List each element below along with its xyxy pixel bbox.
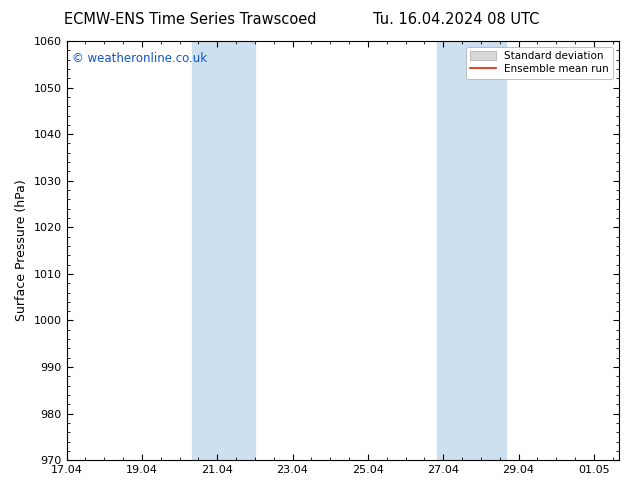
Bar — [192, 41, 255, 460]
Text: Tu. 16.04.2024 08 UTC: Tu. 16.04.2024 08 UTC — [373, 12, 540, 27]
Legend: Standard deviation, Ensemble mean run: Standard deviation, Ensemble mean run — [466, 47, 613, 78]
Text: ECMW-ENS Time Series Trawscoed: ECMW-ENS Time Series Trawscoed — [64, 12, 316, 27]
Text: © weatheronline.co.uk: © weatheronline.co.uk — [72, 51, 207, 65]
Y-axis label: Surface Pressure (hPa): Surface Pressure (hPa) — [15, 180, 28, 321]
Bar — [437, 41, 506, 460]
